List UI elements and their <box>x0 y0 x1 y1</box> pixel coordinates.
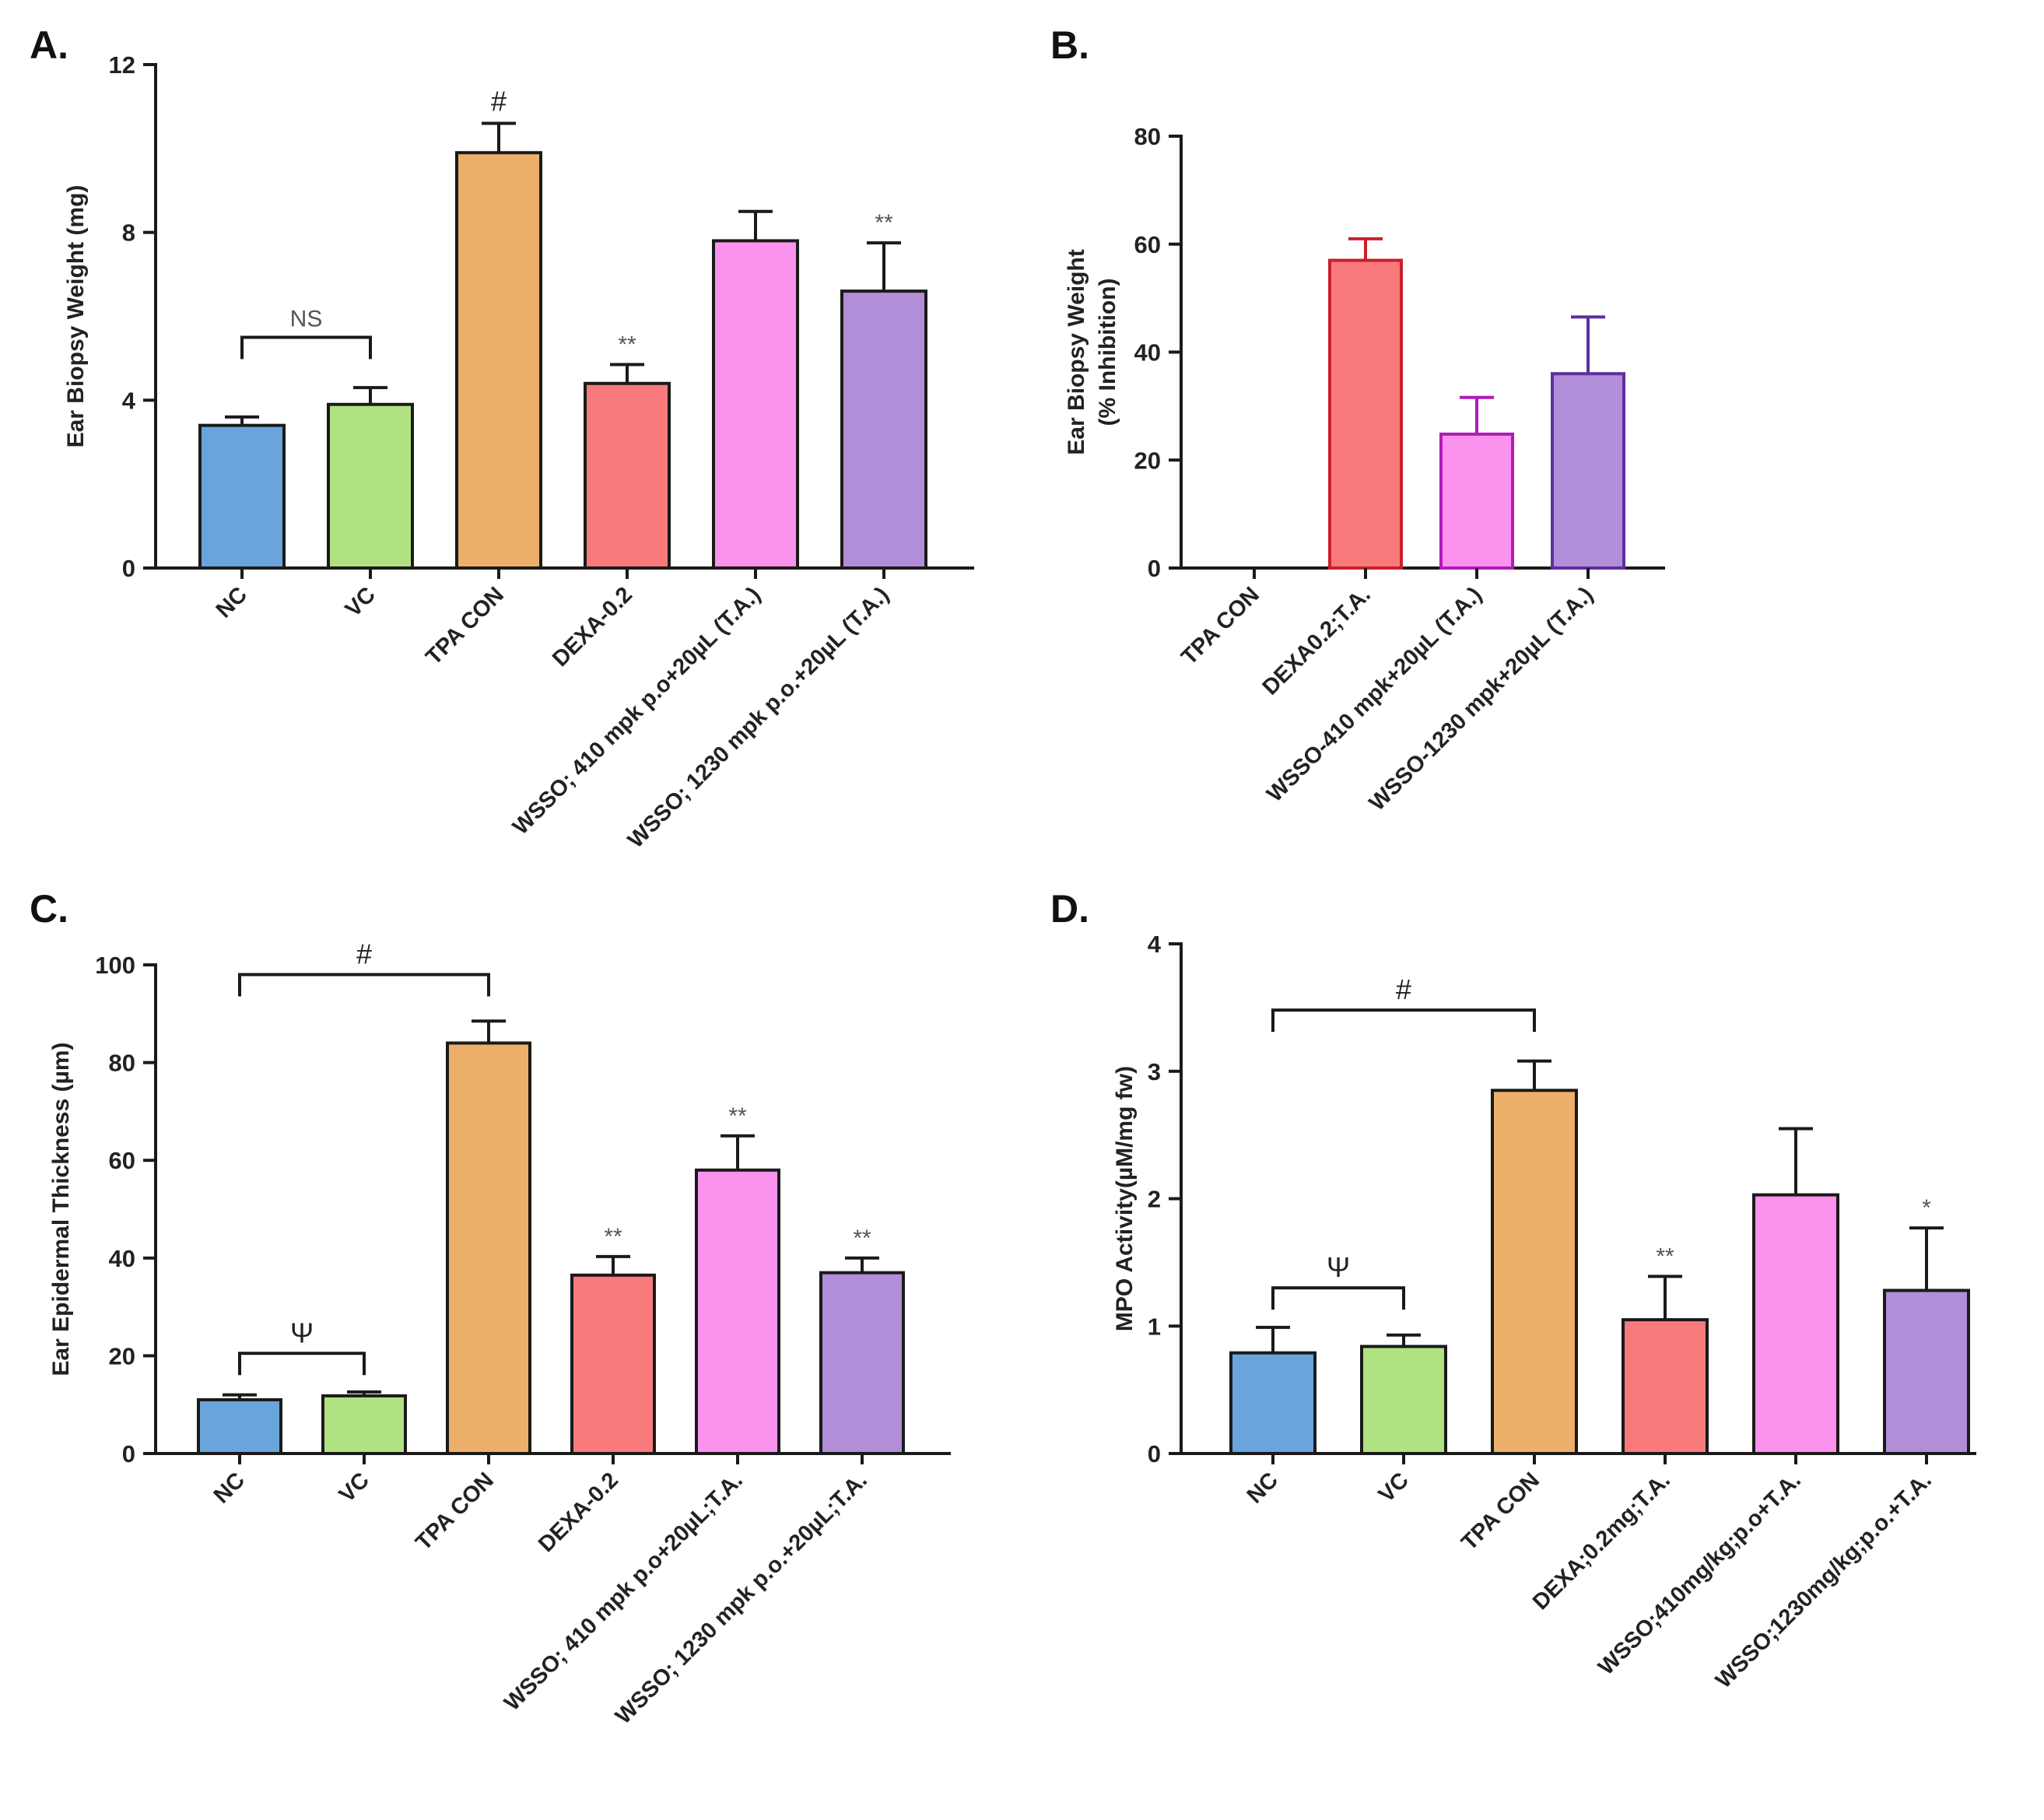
panel-label: B. <box>1050 23 1089 67</box>
y-tick-label: 2 <box>1148 1186 1161 1213</box>
chart-panel-d: D. 0 1 2 3 4 MPO Activity(µM/mg fw) NC VC TPA CON… <box>1050 887 1976 1693</box>
bar <box>1752 1193 1839 1456</box>
significance-marker: ** <box>853 1226 871 1251</box>
x-category-label: WSSO; 410 mpk p.o+20µL (T.A.) <box>508 582 766 840</box>
y-axis-title: Ear Biopsy Weight <box>1064 249 1089 455</box>
x-category-label: WSSO; 1230 mpk p.o.+20µL;T.A. <box>611 1468 872 1729</box>
significance-bracket <box>238 1352 366 1376</box>
bar <box>1551 372 1625 570</box>
bar <box>1622 1318 1709 1455</box>
x-category-label: NC <box>209 1468 250 1508</box>
chart-panel-b: B. 0 20 40 60 80 Ear Biopsy Weight (% Inhibitio… <box>1050 23 1665 815</box>
x-category-label: DEXA0.2;T.A. <box>1258 582 1376 700</box>
x-category-label: WSSO;1230mg/kg;p.o.+T.A. <box>1711 1468 1937 1693</box>
x-category-label: DEXA-0.2 <box>548 582 637 672</box>
y-tick-label: 8 <box>122 219 135 247</box>
panel-label: A. <box>30 23 68 67</box>
y-tick-label: 40 <box>109 1245 135 1272</box>
bar <box>321 1394 407 1455</box>
x-category-label: VC <box>335 1468 374 1507</box>
x-category-label: NC <box>1243 1468 1283 1508</box>
panel-label: C. <box>30 887 68 931</box>
y-tick-label: 80 <box>109 1050 135 1077</box>
y-axis-title: Ear Biopsy Weight (mg) <box>63 185 89 448</box>
x-category-label: WSSO; 1230 mpk p.o.+20µL (T.A.) <box>623 582 894 853</box>
bar <box>819 1271 905 1456</box>
y-tick-label: 60 <box>109 1147 135 1174</box>
significance-marker: ** <box>728 1103 747 1129</box>
y-tick-label: 0 <box>122 1440 135 1468</box>
bar <box>1439 432 1514 570</box>
y-tick-label: 1 <box>1148 1313 1161 1340</box>
significance-marker: ** <box>875 210 893 236</box>
y-tick-label: 100 <box>95 952 135 979</box>
x-category-label: VC <box>1374 1468 1414 1507</box>
bar <box>327 402 414 570</box>
y-tick-label: 4 <box>122 387 136 414</box>
y-axis-title: Ear Epidermal Thickness (µm) <box>48 1042 74 1376</box>
significance-marker: # <box>491 85 507 117</box>
bracket-label: NS <box>290 306 323 331</box>
significance-bracket <box>240 335 372 359</box>
bar <box>570 1273 656 1456</box>
chart-panel-c: C. 0 20 40 60 80 100 Ear Epidermal Thickness (µ… <box>30 887 951 1729</box>
chart-panel-a: A. 0 4 8 12 Ear Biopsy Weight (mg) NC VC # TPA CO… <box>30 23 974 853</box>
y-tick-label: 60 <box>1134 231 1161 258</box>
y-tick-label: 20 <box>1134 447 1161 474</box>
bar <box>197 1397 282 1456</box>
x-category-label: DEXA-0.2 <box>534 1468 623 1557</box>
bracket-label: # <box>356 938 372 970</box>
significance-marker: ** <box>604 1224 622 1250</box>
x-category-label: DEXA;0.2mg;T.A. <box>1528 1468 1675 1615</box>
y-axis-title: MPO Activity(µM/mg fw) <box>1112 1066 1138 1331</box>
y-tick-label: 20 <box>109 1342 135 1369</box>
bar <box>695 1168 780 1455</box>
x-category-label: WSSO; 410 mpk p.o+20µL;T.A. <box>500 1468 748 1716</box>
significance-marker: ** <box>1656 1243 1674 1269</box>
bar <box>584 381 671 570</box>
bracket-label: Ψ <box>1327 1251 1350 1283</box>
y-tick-label: 12 <box>109 51 135 79</box>
y-tick-label: 40 <box>1134 339 1161 366</box>
bar <box>1883 1289 1970 1456</box>
bracket-label: Ψ <box>290 1317 314 1348</box>
bar <box>840 289 927 570</box>
y-tick-label: 3 <box>1148 1058 1161 1085</box>
bar <box>1229 1351 1317 1455</box>
y-axis-title-line2: (% Inhibition) <box>1095 279 1120 426</box>
significance-bracket <box>1271 1286 1405 1310</box>
significance-bracket <box>1271 1008 1536 1033</box>
x-category-label: TPA CON <box>1176 582 1264 670</box>
y-tick-label: 0 <box>122 555 135 582</box>
x-category-label: NC <box>212 582 252 622</box>
bar <box>446 1041 531 1455</box>
bar <box>1360 1345 1447 1455</box>
bracket-label: # <box>1396 973 1411 1005</box>
x-category-label: WSSO-410 mpk+20µL (T.A.) <box>1262 582 1487 807</box>
y-tick-label: 4 <box>1148 931 1162 958</box>
significance-marker: ** <box>618 332 636 358</box>
x-category-label: TPA CON <box>1457 1468 1544 1555</box>
y-tick-label: 80 <box>1134 123 1161 150</box>
bar <box>712 239 799 570</box>
bar <box>1491 1089 1578 1455</box>
x-category-label: VC <box>341 582 380 622</box>
x-category-label: WSSO-1230 mpk+20µL (T.A.) <box>1365 582 1598 815</box>
significance-bracket <box>238 973 490 997</box>
y-tick-label: 0 <box>1148 555 1161 582</box>
panel-label: D. <box>1050 887 1089 931</box>
significance-marker: * <box>1922 1195 1931 1221</box>
y-tick-label: 0 <box>1148 1440 1161 1468</box>
bar <box>455 151 542 570</box>
x-category-label: TPA CON <box>421 582 509 670</box>
x-category-label: TPA CON <box>411 1468 499 1555</box>
bar <box>198 423 286 570</box>
bar <box>1328 258 1403 570</box>
